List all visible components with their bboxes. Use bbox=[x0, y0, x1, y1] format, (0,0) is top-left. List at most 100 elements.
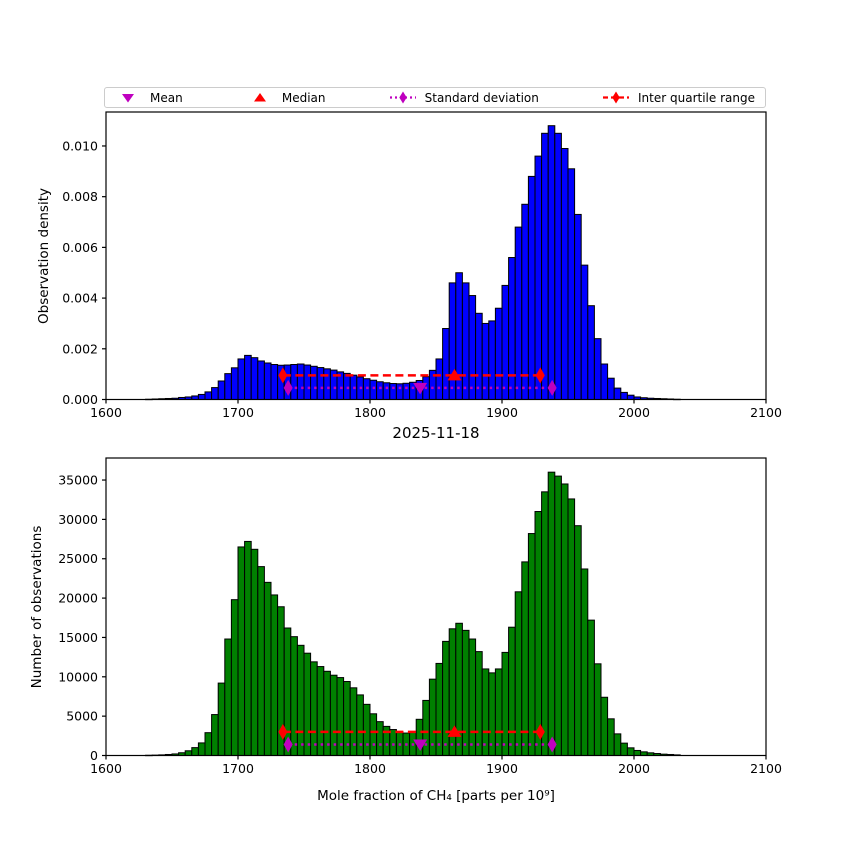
histogram-bar bbox=[211, 714, 219, 757]
x-tick-label: 1700 bbox=[222, 405, 254, 420]
histogram-bar bbox=[435, 662, 444, 756]
histogram-bar bbox=[587, 305, 595, 400]
median-marker bbox=[447, 368, 462, 381]
histogram-bar bbox=[600, 696, 609, 757]
legend-label: Inter quartile range bbox=[638, 90, 755, 105]
y-tick-label: 0 bbox=[90, 748, 98, 763]
histogram-bar bbox=[270, 364, 279, 401]
iqr-q3-marker bbox=[535, 723, 545, 740]
histogram-bar bbox=[541, 491, 549, 756]
axes-spines bbox=[105, 457, 767, 757]
histogram-bar bbox=[593, 338, 602, 400]
histogram-bar bbox=[389, 383, 397, 400]
histogram-bar bbox=[310, 661, 318, 757]
histogram-bar bbox=[475, 651, 483, 756]
histogram-bar bbox=[362, 703, 371, 757]
histogram-bar bbox=[217, 380, 226, 400]
histogram-bar bbox=[521, 203, 529, 400]
x-tick-label: 2100 bbox=[750, 761, 782, 776]
x-tick-label: 1800 bbox=[354, 761, 386, 776]
histogram-bar bbox=[541, 132, 549, 401]
histogram-bar bbox=[257, 566, 265, 756]
y-tick-label: 20000 bbox=[58, 591, 98, 606]
histogram-bar bbox=[323, 368, 331, 401]
histogram-bar bbox=[508, 626, 516, 757]
standard-deviation-icon bbox=[389, 91, 416, 104]
median-marker bbox=[447, 725, 462, 737]
histogram-bar bbox=[580, 568, 589, 756]
y-tick-label: 15000 bbox=[58, 630, 98, 645]
histogram-bar bbox=[422, 699, 430, 756]
histogram-bar bbox=[567, 498, 576, 756]
histogram-bar bbox=[316, 367, 325, 400]
histogram-bar bbox=[395, 383, 404, 400]
y-tick-label: 5000 bbox=[66, 709, 98, 724]
histogram-bar bbox=[613, 733, 622, 756]
mean-icon bbox=[122, 94, 134, 103]
histogram-bar bbox=[607, 718, 615, 757]
histogram-bar bbox=[626, 747, 635, 757]
x-tick-label: 1600 bbox=[90, 405, 122, 420]
mean-marker bbox=[413, 739, 428, 751]
histogram-bar bbox=[270, 594, 279, 756]
histogram-bar bbox=[633, 749, 642, 757]
histogram-bar bbox=[593, 663, 602, 756]
histogram-bar bbox=[224, 373, 232, 401]
x-tick-label: 1600 bbox=[90, 761, 122, 776]
histogram-bar bbox=[204, 732, 213, 756]
histogram-bar bbox=[527, 175, 536, 400]
median-icon bbox=[253, 93, 266, 102]
histogram-bar bbox=[442, 640, 450, 757]
x-tick-label: 1900 bbox=[486, 761, 518, 776]
histogram-bar bbox=[415, 718, 424, 756]
histogram-bar bbox=[310, 365, 318, 401]
histogram-bar bbox=[475, 312, 483, 400]
y-tick-label: 0.006 bbox=[62, 240, 98, 255]
histogram-bar bbox=[290, 636, 298, 756]
histogram-bar bbox=[303, 652, 312, 756]
histogram-bar bbox=[547, 125, 556, 400]
number-of-observations-histogram-bars bbox=[145, 471, 681, 757]
iqr-q1-marker bbox=[278, 367, 288, 384]
histogram-bar bbox=[382, 382, 391, 400]
legend-item-inter-quartile-range: Inter quartile range bbox=[601, 90, 755, 105]
histogram-bar bbox=[303, 364, 312, 400]
legend-label: Standard deviation bbox=[424, 90, 539, 105]
statistics-overlay bbox=[278, 367, 557, 396]
histogram-bar bbox=[461, 629, 470, 756]
histogram-bar bbox=[376, 381, 384, 400]
std-high-marker bbox=[547, 736, 557, 753]
histogram-bar bbox=[356, 694, 364, 757]
histogram-bar bbox=[389, 729, 397, 757]
number-of-observations-histogram: 1600 1700 1800 1900 2000 2100 0 5000 10000 15000 2… bbox=[58, 457, 782, 776]
histogram-bar bbox=[567, 168, 576, 400]
histogram-bar bbox=[560, 148, 569, 400]
histogram-bar bbox=[508, 257, 516, 400]
x-tick-label: 2000 bbox=[618, 405, 650, 420]
std-low-marker bbox=[283, 379, 293, 396]
date-title: 2025-11-18 bbox=[392, 424, 480, 442]
histogram-bar bbox=[620, 391, 628, 400]
histogram-bar bbox=[257, 360, 265, 400]
histogram-bar bbox=[626, 394, 635, 401]
histogram-bar bbox=[283, 627, 292, 756]
std-high-marker bbox=[547, 379, 557, 396]
x-tick-label: 2000 bbox=[618, 761, 650, 776]
histogram-bar bbox=[554, 475, 562, 756]
histogram-bar bbox=[587, 619, 595, 756]
histogram-bar bbox=[554, 132, 562, 401]
iqr-q3-marker bbox=[535, 367, 545, 384]
x-axis-ticks: 1600 1700 1800 1900 2000 2100 bbox=[90, 755, 782, 776]
legend-label: Mean bbox=[150, 90, 183, 105]
histogram-bar bbox=[184, 750, 193, 757]
y-axis-ticks: 0 5000 10000 15000 20000 25000 30000 35000 bbox=[58, 473, 106, 763]
x-tick-label: 1800 bbox=[354, 405, 386, 420]
histogram-bar bbox=[574, 525, 582, 756]
histogram-bar bbox=[607, 377, 615, 401]
histogram-bar bbox=[455, 272, 463, 400]
histogram-bar bbox=[488, 672, 496, 756]
histogram-bar bbox=[362, 378, 371, 400]
histogram-bar bbox=[461, 282, 470, 401]
x-tick-label: 1700 bbox=[222, 761, 254, 776]
